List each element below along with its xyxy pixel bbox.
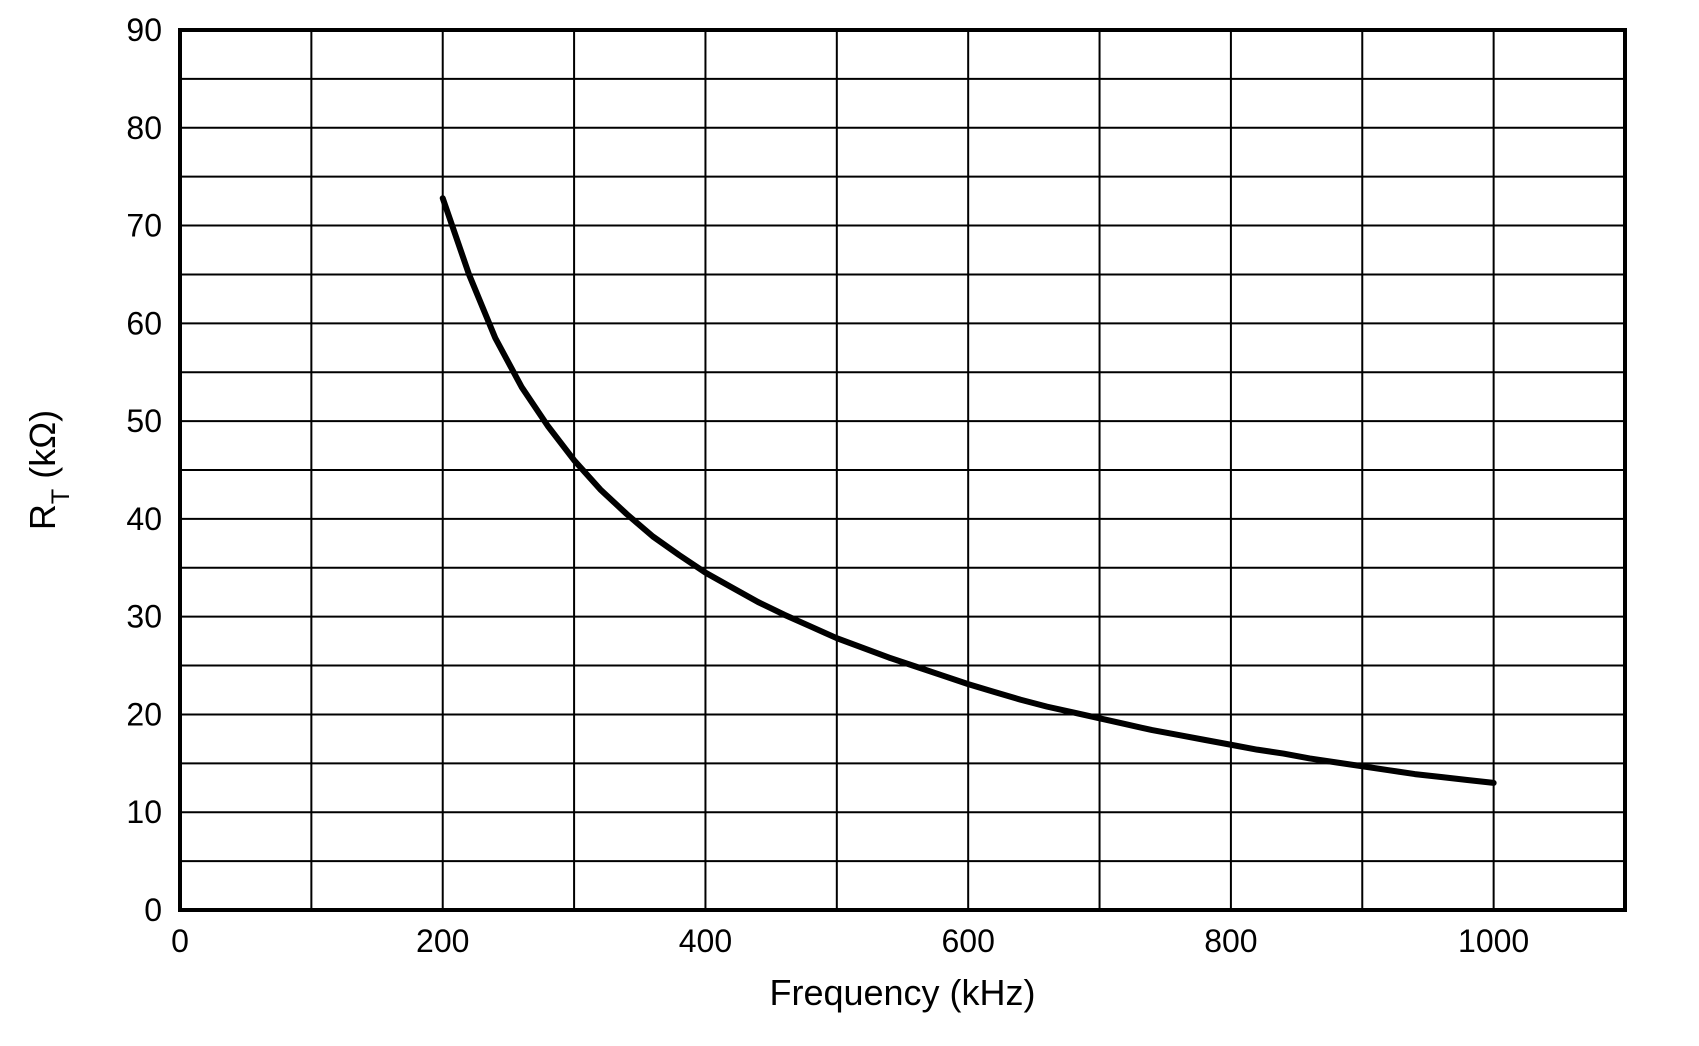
y-tick-label: 80 (126, 110, 162, 146)
y-tick-label: 0 (144, 892, 162, 928)
x-tick-label: 1000 (1458, 923, 1529, 959)
y-tick-label: 70 (126, 208, 162, 244)
y-tick-label: 90 (126, 12, 162, 48)
chart-container: 0 200 400 600 800 1000 0 10 20 30 40 50 60 70 80 90 Freq… (0, 0, 1699, 1046)
y-tick-label: 40 (126, 501, 162, 537)
x-tick-label: 800 (1204, 923, 1257, 959)
y-tick-label: 20 (126, 696, 162, 732)
y-tick-label: 50 (126, 403, 162, 439)
x-tick-label: 600 (941, 923, 994, 959)
y-tick-label: 10 (126, 794, 162, 830)
rt-vs-frequency-chart: 0 200 400 600 800 1000 0 10 20 30 40 50 60 70 80 90 Freq… (0, 0, 1699, 1046)
x-tick-label: 400 (679, 923, 732, 959)
x-tick-label: 0 (171, 923, 189, 959)
y-tick-label: 60 (126, 305, 162, 341)
x-tick-label: 200 (416, 923, 469, 959)
y-tick-label: 30 (126, 599, 162, 635)
x-axis-label: Frequency (kHz) (769, 972, 1035, 1013)
